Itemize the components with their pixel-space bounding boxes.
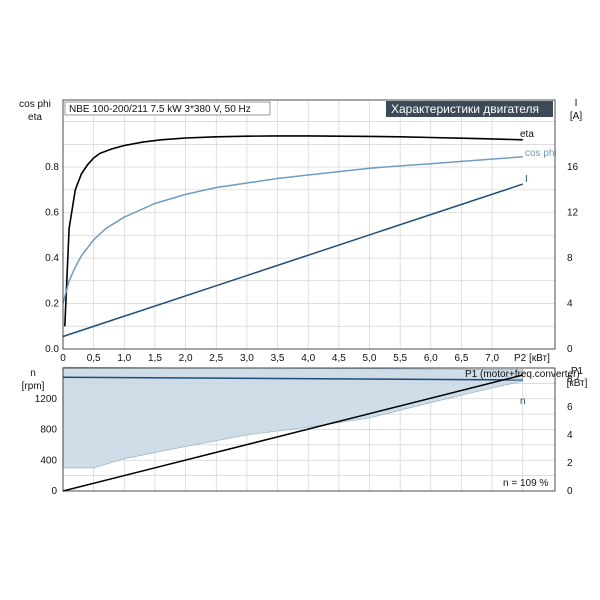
p1-tick-label: 0	[567, 486, 573, 497]
chart-title: Характеристики двигателя	[391, 102, 539, 116]
x-tick-label: 5,5	[393, 353, 407, 364]
x-tick-label: 1,5	[148, 353, 162, 364]
kw-axis-unit: [кВт]	[567, 378, 588, 389]
rpm-tick-label: 0	[51, 486, 57, 497]
left-axis-label-eta: eta	[28, 112, 42, 123]
rpm-axis-unit: [rpm]	[22, 381, 45, 392]
x-tick-label: 1,0	[117, 353, 131, 364]
x-axis-label: P2 [кВт]	[514, 353, 550, 364]
bottom-plot-frame	[62, 367, 556, 492]
right-axis-label-i: I	[575, 98, 578, 109]
x-tick-label: 4,5	[332, 353, 346, 364]
cosphi-series-label: cos phi	[525, 148, 557, 159]
right-tick-label: 4	[567, 299, 573, 310]
rpm-tick-label: 1200	[35, 394, 58, 405]
rpm-tick-label: 800	[40, 425, 57, 436]
p1-axis-label: P1	[571, 366, 584, 377]
x-tick-label: 0	[60, 353, 66, 364]
x-tick-label: 6,5	[454, 353, 468, 364]
series-line-i	[62, 183, 524, 338]
p1-tick-label: 4	[567, 430, 573, 441]
left-tick-label: 0.6	[45, 208, 59, 219]
x-tick-label: 7,0	[485, 353, 499, 364]
info-box	[64, 101, 271, 116]
n-series-label: n	[520, 396, 526, 407]
x-tick-label: 5,0	[363, 353, 377, 364]
left-tick-label: 0.8	[45, 162, 59, 173]
x-tick-label: 3,0	[240, 353, 254, 364]
series-line-p1	[62, 374, 523, 492]
series-line-eta	[64, 135, 523, 327]
p1-series-label: P1 (motor+freq.converter)	[465, 369, 580, 380]
rpm-tick-label: 400	[40, 455, 57, 466]
speed-range-area	[62, 366, 524, 469]
x-tick-label: 2,5	[209, 353, 223, 364]
series-line-cos-phi	[62, 156, 523, 304]
right-axis-unit-a: [A]	[570, 111, 582, 122]
x-tick-label: 3,5	[271, 353, 285, 364]
x-tick-label: 2,0	[179, 353, 193, 364]
info-text: NBE 100-200/211 7.5 kW 3*380 V, 50 Hz	[69, 104, 251, 115]
p1-tick-label: 2	[567, 458, 573, 469]
left-tick-label: 0.4	[45, 253, 59, 264]
bottom-panel: 0 400 800 1200 0 2 4 6 8 n [rpm] P1 [кВт] P1 (mo…	[22, 366, 588, 497]
speed-percent-label: n = 109 %	[503, 478, 548, 489]
left-tick-label: 0.0	[45, 344, 59, 355]
right-tick-label: 16	[567, 162, 579, 173]
title-box	[386, 101, 553, 117]
right-tick-label: 12	[567, 208, 579, 219]
x-tick-label: 6,0	[424, 353, 438, 364]
left-axis-label-cosphi: cos phi	[19, 99, 51, 110]
top-series	[62, 135, 524, 338]
x-tick-label: 0,5	[87, 353, 101, 364]
current-series-label: I	[525, 174, 528, 185]
p1-tick-label: 6	[567, 402, 573, 413]
top-plot-frame	[62, 99, 556, 350]
right-tick-label: 8	[567, 253, 573, 264]
top-grid: 0 0,5 1,0 1,5 2,0 2,5 3,0 3,5 4,0 4,5 5,0 5,5 6,0 6,5…	[45, 100, 579, 364]
series-line-n	[62, 376, 523, 381]
left-tick-label: 0.2	[45, 299, 59, 310]
right-tick-label: 0	[567, 344, 573, 355]
bottom-series	[62, 366, 524, 492]
x-tick-label: 4,0	[301, 353, 315, 364]
n-axis-label: n	[30, 368, 36, 379]
p1-tick-label: 8	[567, 374, 573, 385]
top-panel: 0 0,5 1,0 1,5 2,0 2,5 3,0 3,5 4,0 4,5 5,0 5,5 6,0 6,5…	[19, 98, 582, 364]
eta-series-label: eta	[520, 129, 534, 140]
